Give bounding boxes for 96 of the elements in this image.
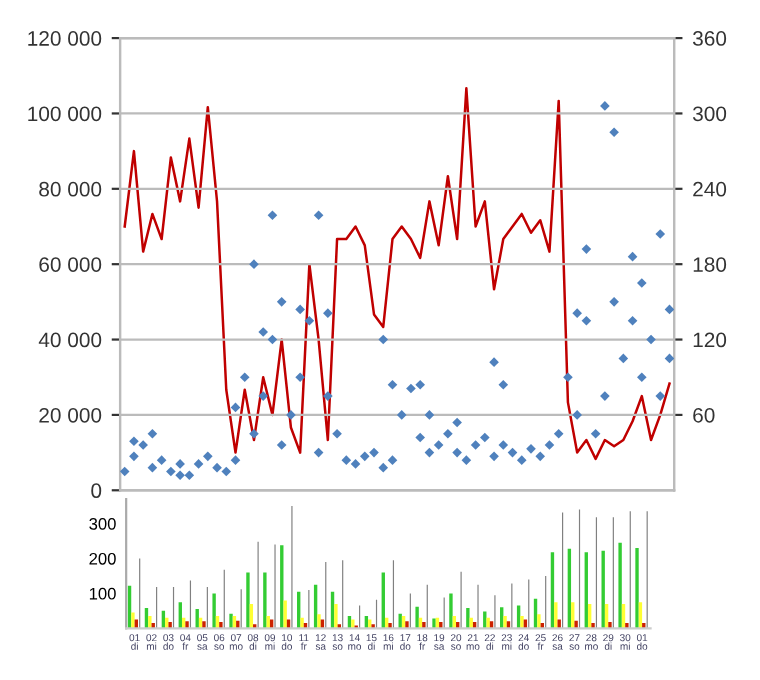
y-tick-label: 0	[91, 483, 102, 499]
y-tick-label: 60 000	[39, 257, 102, 272]
point	[581, 315, 592, 326]
y2-tick-label: 120	[693, 332, 727, 348]
point	[147, 462, 158, 473]
y-tick-label: 80 000	[39, 181, 102, 197]
point	[664, 353, 675, 364]
point	[609, 127, 619, 138]
point	[424, 410, 435, 420]
y2-tick-label: 60	[693, 407, 715, 423]
y2-tick-label: 360	[692, 31, 727, 46]
point	[369, 447, 379, 458]
point	[572, 308, 582, 318]
point	[378, 462, 389, 473]
point	[276, 440, 287, 450]
y-tick-label: 20 000	[39, 407, 102, 423]
point	[239, 372, 250, 383]
point	[323, 308, 333, 318]
point	[147, 428, 158, 439]
point	[295, 304, 305, 315]
point	[387, 379, 398, 390]
point	[480, 432, 490, 443]
point	[129, 451, 139, 462]
point	[332, 428, 342, 439]
y2-tick-label: 300	[692, 106, 727, 122]
point	[166, 466, 176, 477]
point	[590, 428, 601, 439]
point	[221, 466, 232, 477]
point	[313, 210, 324, 220]
point	[258, 391, 269, 401]
point	[489, 451, 499, 462]
point	[267, 210, 278, 220]
y-tick-label: 300	[89, 517, 116, 530]
point	[664, 304, 675, 315]
point	[415, 379, 425, 390]
point	[129, 436, 139, 447]
point	[581, 244, 592, 254]
point	[498, 379, 509, 390]
y-tick-label: 100 000	[28, 106, 102, 122]
point	[452, 417, 462, 428]
y-tick-label: 100	[89, 587, 116, 600]
point	[627, 315, 638, 326]
point	[230, 455, 241, 465]
point	[461, 455, 472, 465]
y-tick-label: 200	[89, 552, 116, 565]
point	[609, 297, 619, 307]
y-tick-label: 120 000	[28, 31, 102, 46]
point	[378, 334, 389, 345]
point	[600, 101, 610, 111]
point	[202, 451, 213, 462]
point	[443, 428, 453, 439]
point	[415, 432, 425, 443]
point	[516, 455, 527, 465]
point	[636, 278, 647, 288]
point	[618, 353, 629, 364]
point	[396, 410, 407, 420]
point	[258, 327, 269, 337]
line-series	[123, 87, 671, 461]
point	[553, 428, 564, 439]
point	[572, 410, 582, 420]
point	[452, 447, 462, 458]
point	[387, 455, 398, 465]
point	[544, 440, 555, 450]
point	[350, 459, 361, 469]
point	[249, 428, 259, 439]
point	[304, 315, 315, 326]
point	[249, 259, 259, 269]
point	[535, 451, 546, 462]
point	[212, 462, 222, 473]
point	[175, 470, 185, 481]
point	[636, 372, 647, 383]
point	[646, 334, 656, 345]
point	[138, 440, 148, 450]
point	[295, 372, 305, 383]
point	[433, 440, 444, 450]
point	[184, 470, 195, 481]
point	[120, 466, 130, 477]
point	[655, 391, 666, 401]
point	[156, 455, 167, 465]
y2-tick-label: 240	[693, 181, 727, 197]
point	[498, 440, 509, 450]
point	[359, 451, 370, 462]
point	[341, 455, 352, 465]
point	[323, 391, 333, 401]
point	[627, 251, 638, 262]
point	[276, 297, 287, 307]
point	[600, 391, 610, 401]
point	[175, 459, 185, 469]
point	[406, 383, 416, 394]
point	[563, 372, 573, 383]
y-tick-label: 40 000	[38, 332, 102, 348]
point	[470, 440, 481, 450]
y2-tick-label: 180	[693, 257, 727, 272]
point	[193, 459, 204, 469]
point	[313, 447, 324, 458]
point	[655, 229, 666, 239]
